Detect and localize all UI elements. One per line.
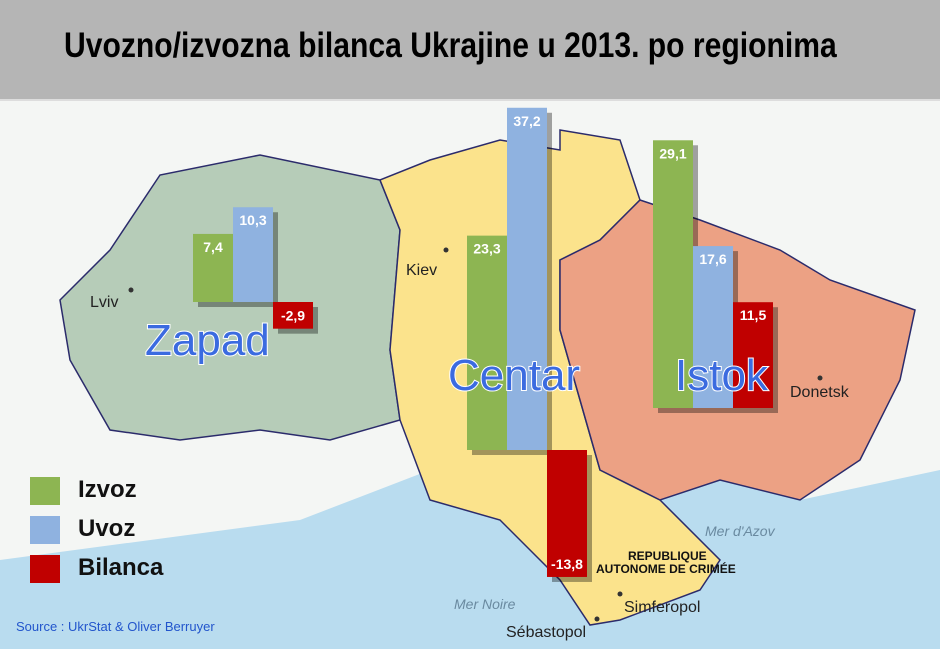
legend-item-bilanca: Bilanca (30, 554, 163, 583)
crimea-label-1: REPUBLIQUE (628, 549, 707, 563)
data-label: 10,3 (239, 212, 266, 228)
city-dot (617, 591, 623, 597)
city-kiev: Kiev (406, 262, 437, 279)
sea-label-mer-azov: Mer d'Azov (705, 523, 776, 539)
bar-istok-izvoz (653, 140, 693, 408)
legend-item-izvoz: Izvoz (30, 476, 137, 505)
bar-zapad-bilanca (273, 302, 313, 329)
legend-item-uvoz: Uvoz (30, 515, 135, 544)
title-bar: Uvozno/izvozna bilanca Ukrajine u 2013. … (0, 0, 940, 101)
city-dot (443, 247, 449, 253)
legend-swatch (30, 554, 60, 583)
sea (0, 470, 940, 649)
data-label: 11,5 (740, 307, 767, 323)
map-chart: 7,4 10,3 -2,9 23,3 37,2 -13,8 29,1 17,6 11,5 Zap… (0, 101, 940, 649)
data-label: 29,1 (659, 145, 686, 161)
legend-label: Izvoz (78, 476, 137, 503)
data-label: -13,8 (551, 556, 583, 572)
bar-istok-bilanca (733, 302, 773, 408)
category-label-centar: Centar (448, 351, 580, 400)
bar-istok-uvoz (693, 246, 733, 408)
legend-swatch (30, 476, 60, 505)
bar-centar-bilanca (547, 450, 587, 577)
data-label: 7,4 (203, 239, 223, 255)
city-dot (594, 616, 600, 622)
bar-zapad-izvoz (193, 233, 233, 302)
chart-title: Uvozno/izvozna bilanca Ukrajine u 2013. … (64, 26, 837, 65)
legend-label: Uvoz (78, 515, 136, 542)
city-donetsk: Donetsk (790, 384, 850, 401)
crimea-label-2: AUTONOME DE CRIMÉE (596, 561, 736, 576)
bar-zapad-uvoz (233, 207, 273, 302)
city-simferopol: Simferopol (624, 599, 700, 616)
data-label: -2,9 (281, 308, 305, 324)
sea-label-mer-noire: Mer Noire (454, 596, 516, 612)
data-label: 23,3 (473, 241, 500, 257)
category-label-zapad: Zapad (145, 316, 270, 365)
source-note: Source : UkrStat & Oliver Berruyer (16, 619, 215, 634)
bars: 7,4 10,3 -2,9 23,3 37,2 -13,8 29,1 17,6 11,5 (193, 107, 778, 582)
city-dot (128, 287, 134, 293)
city-lviv: Lviv (90, 294, 118, 311)
data-label: 37,2 (513, 113, 540, 129)
city-sebastopol: Sébastopol (506, 624, 586, 641)
city-dot (817, 375, 823, 381)
legend-label: Bilanca (78, 554, 164, 581)
bar-centar-izvoz (467, 235, 507, 450)
legend-swatch (30, 515, 60, 544)
data-label: 17,6 (699, 251, 726, 267)
category-label-istok: Istok (675, 351, 769, 400)
bar-centar-uvoz (507, 107, 547, 450)
